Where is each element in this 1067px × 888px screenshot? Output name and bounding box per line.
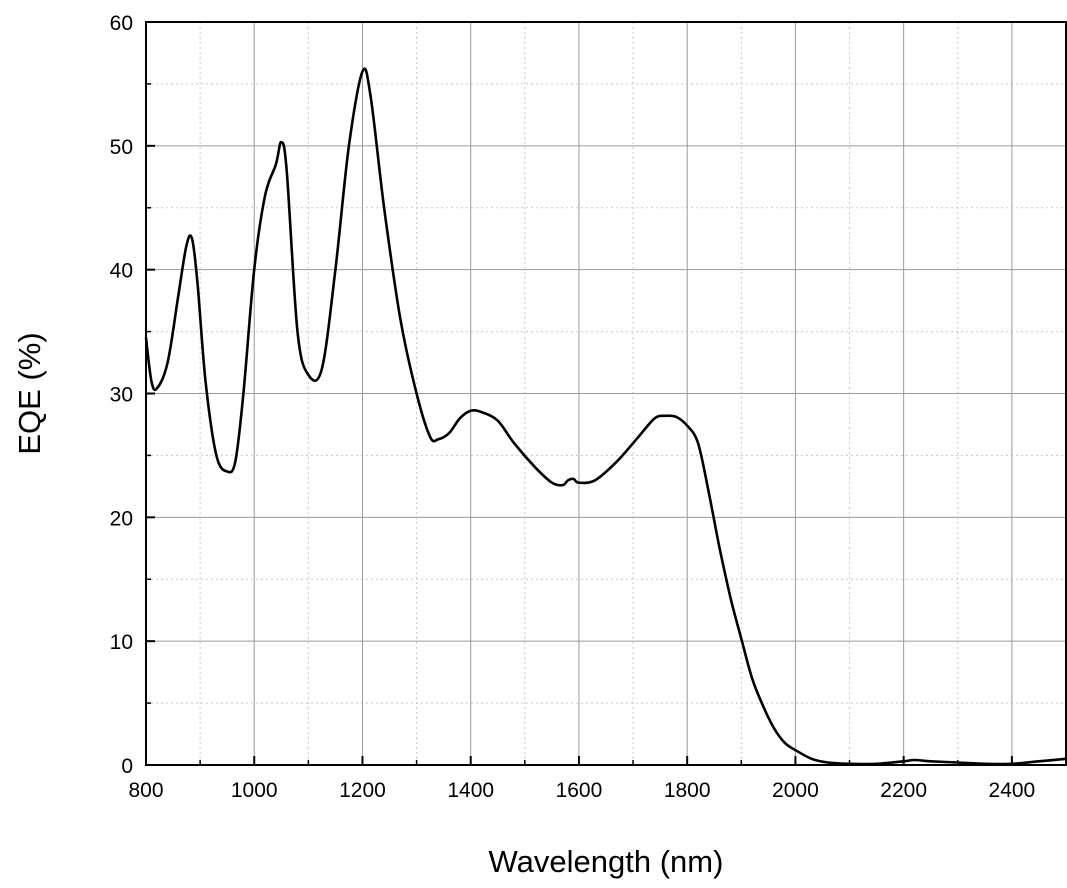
y-tick-labels: 0 10 20 30 40 50 60 <box>110 12 133 778</box>
y-tick-label: 50 <box>110 136 133 159</box>
x-tick-label: 2200 <box>880 779 927 802</box>
y-axis-title: EQE (%) <box>12 332 47 454</box>
x-tick-label: 1800 <box>664 779 711 802</box>
y-tick-label: 30 <box>110 384 133 407</box>
x-tick-label: 1200 <box>339 779 386 802</box>
y-tick-label: 0 <box>121 755 133 778</box>
y-tick-label: 10 <box>110 631 133 654</box>
x-tick-label: 1400 <box>447 779 494 802</box>
grid <box>146 22 1066 765</box>
y-tick-label: 60 <box>110 12 133 35</box>
x-tick-label: 1600 <box>556 779 603 802</box>
y-tick-label: 40 <box>110 260 133 283</box>
x-tick-label: 2000 <box>772 779 819 802</box>
x-tick-label: 2400 <box>989 779 1036 802</box>
x-tick-label: 1000 <box>231 779 278 802</box>
x-tick-labels: 800 1000 1200 1400 1600 1800 2000 2200 2400 <box>128 779 1035 802</box>
x-tick-label: 800 <box>128 779 163 802</box>
y-tick-label: 20 <box>110 507 133 530</box>
plot-frame <box>145 21 1067 766</box>
eqe-series-line <box>144 67 1067 766</box>
x-axis-title: Wavelength (nm) <box>489 844 724 879</box>
